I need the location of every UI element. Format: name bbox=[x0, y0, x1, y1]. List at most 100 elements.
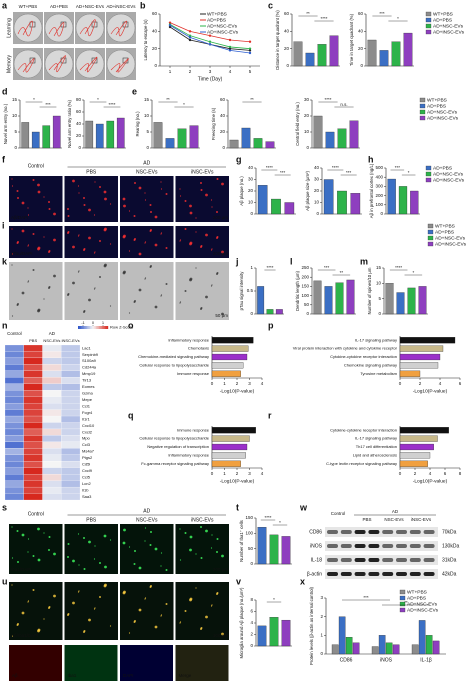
heat-cell bbox=[42, 396, 62, 404]
speckle bbox=[32, 269, 35, 271]
y-tick-label: 80 bbox=[76, 97, 82, 102]
legend-swatch bbox=[425, 17, 432, 23]
speckle bbox=[200, 557, 203, 559]
micrograph bbox=[175, 582, 229, 640]
row-label: Ccl3 bbox=[82, 442, 91, 447]
colorbar-step bbox=[96, 326, 98, 329]
point bbox=[248, 40, 252, 43]
colorbar-label: Row Z-Score bbox=[110, 325, 134, 330]
speckle bbox=[43, 618, 45, 620]
speckle bbox=[160, 233, 162, 235]
speckle bbox=[17, 241, 19, 243]
y-tick-label: 40 bbox=[76, 121, 82, 126]
x-tick-label: 5 bbox=[249, 69, 252, 74]
speckle bbox=[104, 565, 107, 569]
heat-cell bbox=[61, 493, 81, 501]
bar bbox=[211, 427, 256, 434]
speckle bbox=[134, 620, 136, 622]
y-axis-label: Central field entry (no.) bbox=[295, 102, 300, 146]
category-label: Cellular response to lipopolysaccharide bbox=[139, 436, 209, 441]
heat-cell bbox=[23, 344, 43, 352]
category-label: Lipid and atherosclerosis bbox=[353, 452, 397, 457]
significance: *** bbox=[45, 102, 51, 107]
y-tick-label: 60 bbox=[284, 11, 290, 16]
panel-letter: b bbox=[140, 0, 146, 10]
speckle bbox=[150, 229, 152, 231]
speckle bbox=[210, 249, 213, 251]
panel-letter: l bbox=[290, 256, 293, 266]
heat-cell bbox=[61, 364, 81, 371]
legend-swatch bbox=[427, 229, 434, 235]
heat-cell bbox=[61, 441, 81, 449]
legend-label: AD+NSC-EVs bbox=[207, 23, 238, 29]
x-tick-label: 2 bbox=[236, 381, 239, 386]
blot-band bbox=[368, 530, 380, 534]
colorbar-step bbox=[105, 326, 107, 329]
speckle bbox=[72, 179, 75, 183]
blot-band bbox=[382, 572, 394, 576]
x-axis-label: -Log10(P-value) bbox=[220, 478, 255, 484]
bar bbox=[257, 185, 268, 215]
speckle bbox=[77, 271, 80, 273]
speckle bbox=[216, 551, 218, 553]
colorbar-step bbox=[79, 326, 82, 329]
point bbox=[208, 34, 212, 37]
speckle bbox=[83, 197, 85, 199]
y-tick-label: 0.5 bbox=[247, 288, 254, 293]
swim-trace bbox=[48, 22, 65, 37]
speckle bbox=[43, 196, 45, 198]
bar bbox=[313, 280, 322, 315]
point bbox=[228, 49, 232, 52]
heat-cell bbox=[23, 474, 43, 481]
legend-label: AD+PBS bbox=[407, 595, 426, 601]
speckle bbox=[88, 208, 91, 212]
colorbar-step bbox=[106, 326, 109, 329]
speckle bbox=[189, 548, 192, 552]
inset-label: Iba1 bbox=[68, 673, 77, 678]
bar bbox=[211, 460, 241, 467]
blot-band bbox=[382, 544, 394, 548]
speckle bbox=[144, 597, 147, 599]
panel-letter: t bbox=[236, 502, 239, 512]
bar bbox=[281, 536, 291, 565]
row-label: Cxcl9 bbox=[82, 468, 93, 473]
bar bbox=[352, 642, 360, 655]
swim-trace bbox=[110, 20, 127, 37]
y-axis-label: Distance in target quadrant (%) bbox=[275, 10, 280, 70]
heat-cell bbox=[61, 357, 81, 365]
speckle bbox=[72, 281, 75, 285]
protein-label: CD86 bbox=[309, 529, 322, 535]
bar bbox=[281, 619, 291, 647]
blot-band bbox=[382, 530, 394, 534]
group-label: AD bbox=[143, 160, 150, 166]
row-label: Mpo bbox=[82, 436, 91, 441]
x-tick-label: 0 bbox=[211, 471, 214, 476]
speckle bbox=[200, 182, 202, 184]
speckle bbox=[67, 208, 69, 210]
speckle bbox=[184, 532, 187, 534]
speckle bbox=[205, 193, 208, 197]
y-tick-label: 0 bbox=[378, 311, 381, 316]
y-tick-label: 300 bbox=[375, 184, 383, 189]
speckle bbox=[122, 541, 126, 545]
panel-letter: s bbox=[2, 502, 7, 512]
speckle bbox=[205, 529, 208, 533]
row-label: Learning bbox=[6, 18, 12, 38]
bar bbox=[293, 41, 303, 67]
heat-cell bbox=[42, 351, 62, 359]
group-label: PBS bbox=[86, 169, 97, 175]
y-tick-label: 0 bbox=[250, 211, 253, 216]
category-label: IL-17 signaling pathway bbox=[355, 337, 397, 342]
speckle bbox=[200, 526, 202, 528]
colorbar-step bbox=[81, 326, 83, 329]
micrograph bbox=[64, 582, 118, 640]
speckle bbox=[133, 563, 136, 565]
speckle bbox=[17, 197, 19, 199]
speckle bbox=[205, 233, 208, 237]
speckle bbox=[72, 245, 75, 249]
heat-cell bbox=[4, 409, 24, 417]
legend-swatch bbox=[425, 177, 432, 183]
y-tick-label: 10 bbox=[248, 200, 254, 205]
heat-cell bbox=[23, 403, 43, 410]
bar bbox=[391, 41, 401, 67]
